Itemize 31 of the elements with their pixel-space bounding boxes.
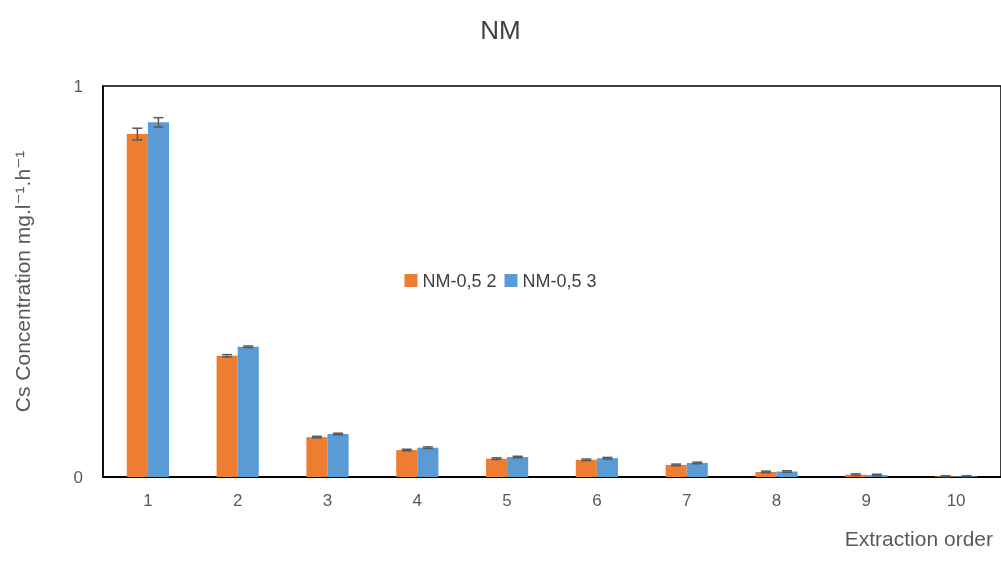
bar bbox=[306, 437, 328, 477]
x-tick-label: 1 bbox=[143, 491, 153, 510]
bar bbox=[216, 355, 238, 477]
x-tick-label: 9 bbox=[861, 491, 872, 510]
chart-title: NM bbox=[480, 15, 521, 45]
x-tick-label: 8 bbox=[771, 491, 782, 510]
y-tick-label: 0 bbox=[73, 467, 83, 487]
bar bbox=[596, 458, 618, 477]
bar bbox=[686, 462, 708, 477]
x-tick-label: 5 bbox=[502, 491, 512, 510]
bar bbox=[396, 450, 418, 477]
bar bbox=[237, 346, 259, 477]
bar bbox=[486, 458, 508, 477]
y-axis-title: Cs Concentration mg.l⁻¹.h⁻¹ bbox=[11, 150, 34, 413]
bar bbox=[575, 459, 597, 477]
bar bbox=[126, 134, 148, 477]
bar bbox=[755, 471, 777, 477]
x-tick-label: 6 bbox=[592, 491, 602, 510]
x-axis-title: Extraction order bbox=[844, 527, 994, 550]
x-tick-label: 4 bbox=[412, 491, 423, 510]
bar bbox=[665, 464, 687, 477]
legend-label: NM-0,5 3 bbox=[522, 270, 597, 291]
x-tick-label: 10 bbox=[946, 491, 966, 510]
x-tick-label: 7 bbox=[681, 491, 692, 510]
bar bbox=[417, 447, 439, 477]
x-tick-label: 3 bbox=[322, 491, 333, 510]
x-tick-label: 2 bbox=[232, 491, 243, 510]
bar bbox=[327, 433, 349, 477]
bar bbox=[147, 122, 169, 477]
legend-label: NM-0,5 2 bbox=[422, 270, 497, 291]
bar bbox=[507, 457, 529, 477]
